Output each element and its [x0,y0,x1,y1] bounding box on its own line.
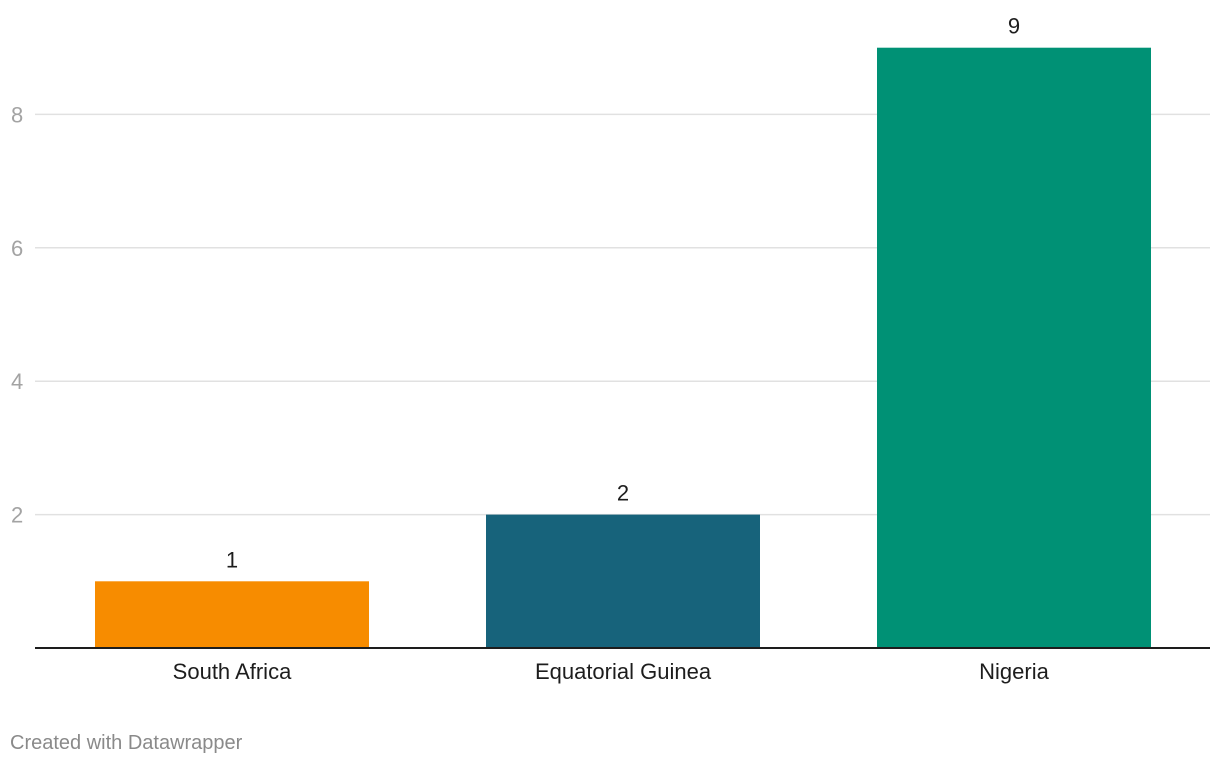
labels: 2 4 6 8 1 South Africa 2 Equatorial Guinea 9 Nige… [11,14,1050,684]
y-tick-label: 2 [11,503,23,528]
value-label: 9 [1008,14,1020,39]
y-tick-label: 4 [11,369,23,394]
value-label: 2 [617,481,629,506]
value-label: 1 [226,547,238,572]
y-tick-label: 6 [11,236,23,261]
bar-nigeria[interactable] [877,47,1151,648]
bar-south-africa[interactable] [95,581,369,648]
bar-chart: 2 4 6 8 1 South Africa 2 Equatorial Guinea 9 Nige… [11,14,1210,684]
category-label: Equatorial Guinea [535,659,712,684]
bars [95,47,1151,648]
category-label: South Africa [173,659,292,684]
category-label: Nigeria [979,659,1049,684]
y-tick-label: 8 [11,102,23,127]
footer-credit[interactable]: Created with Datawrapper [10,732,243,754]
bar-equatorial-guinea[interactable] [486,514,760,648]
